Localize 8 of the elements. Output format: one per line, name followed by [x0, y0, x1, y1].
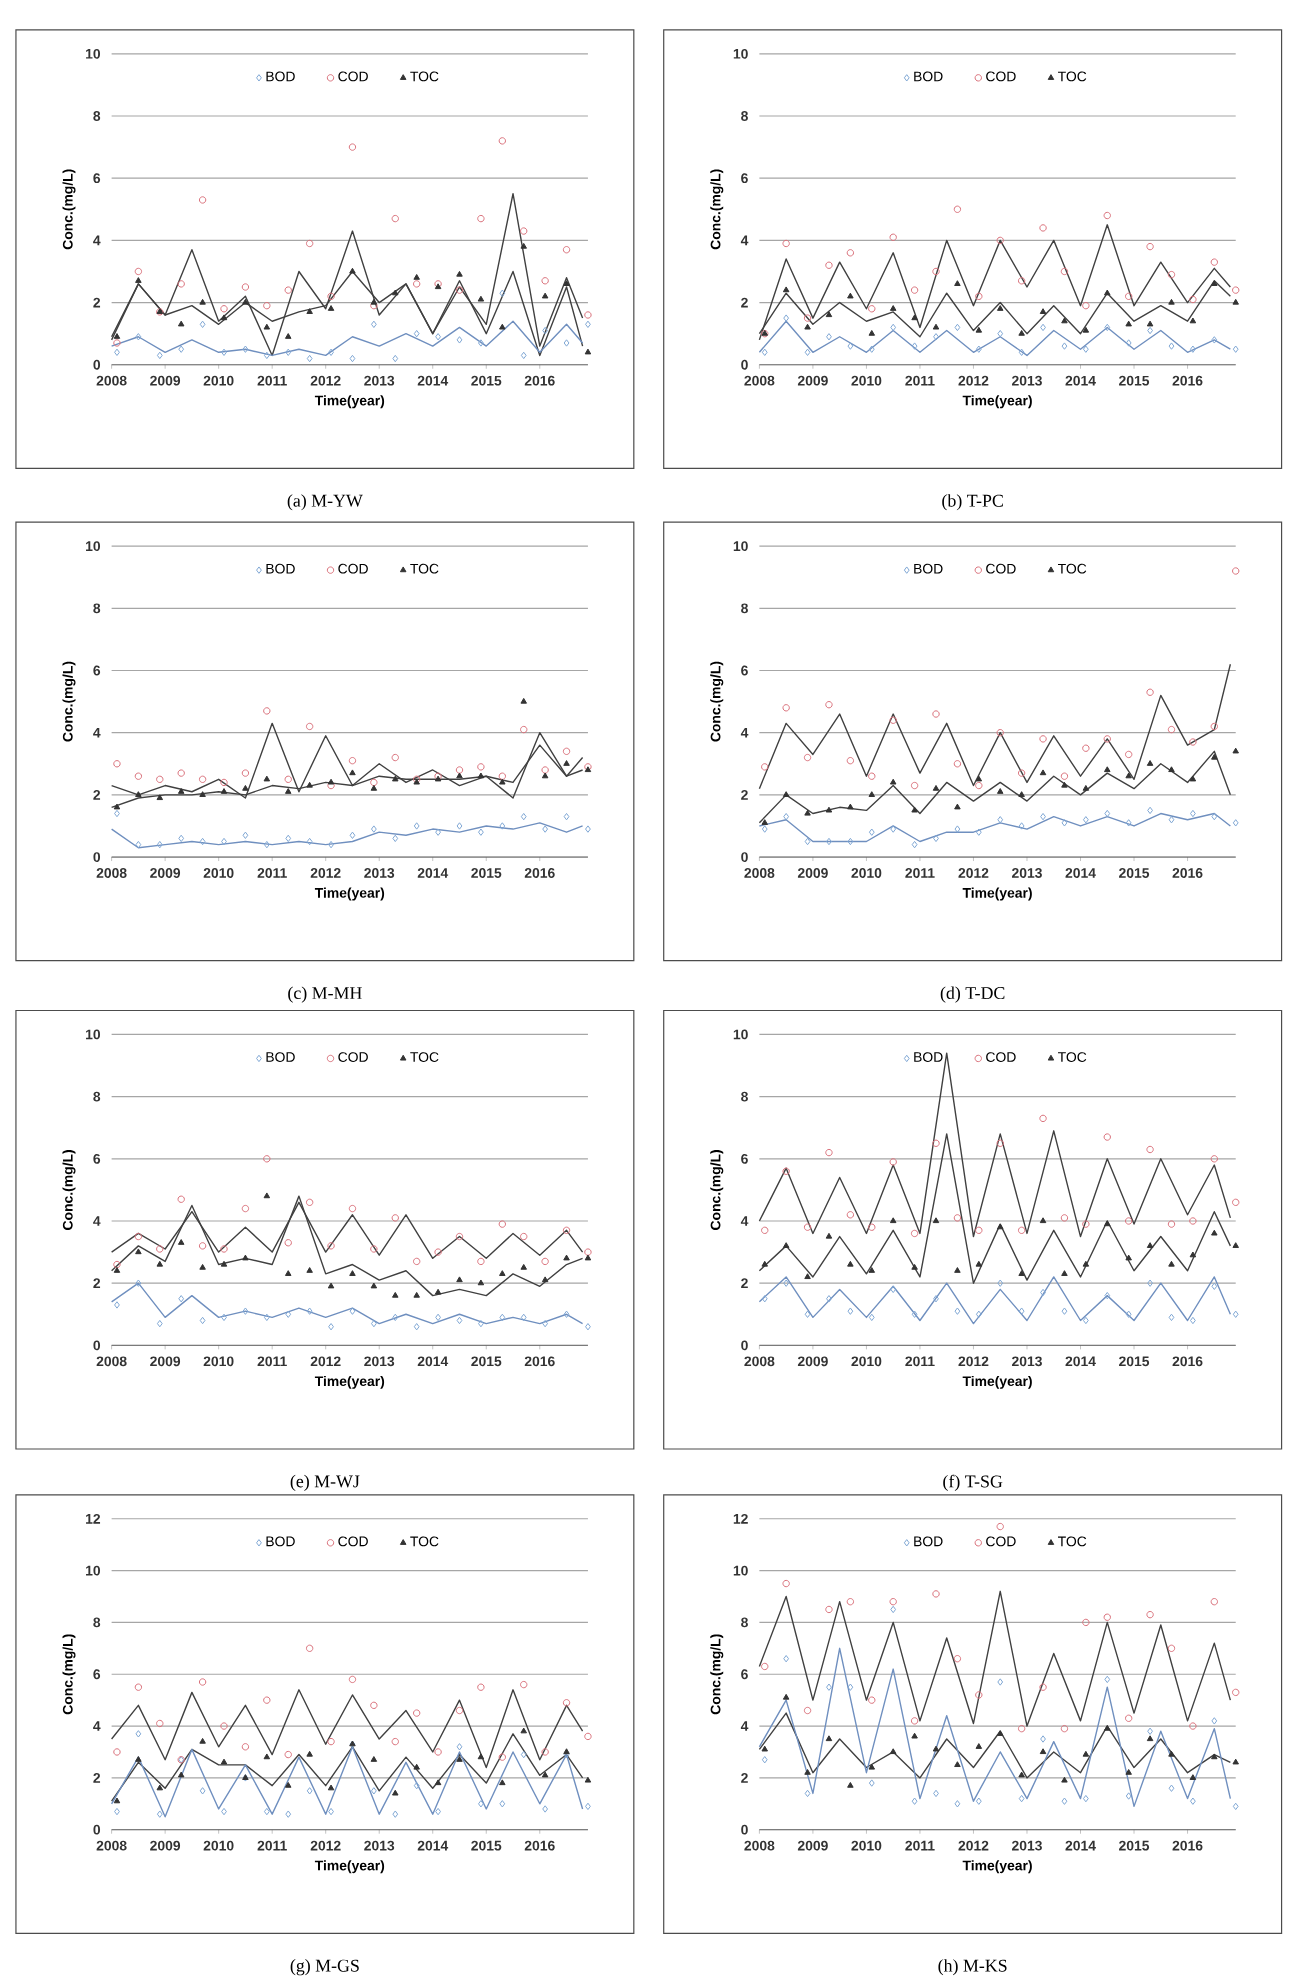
text: (g) M-GS — [290, 1959, 359, 1976]
text: (e) M-WJ — [290, 1474, 360, 1491]
text: (c) M-MH — [288, 986, 363, 1003]
text: (a) M-YW — [287, 494, 364, 511]
text: (h) M-KS — [938, 1959, 1007, 1976]
text: (b) T-PC — [942, 494, 1004, 511]
text: (d) T-DC — [940, 986, 1005, 1003]
text: (f) T-SG — [943, 1474, 1003, 1492]
